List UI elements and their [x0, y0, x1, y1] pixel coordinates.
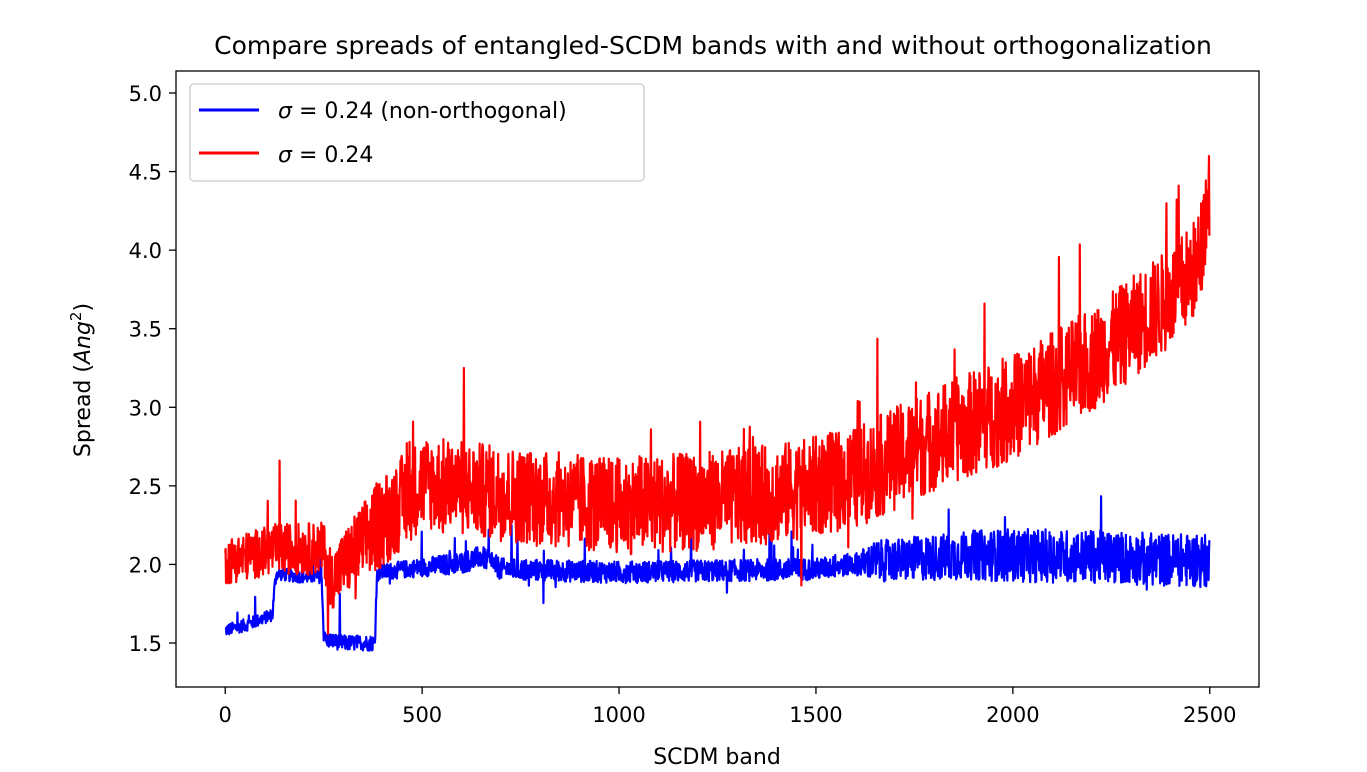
- chart-title: Compare spreads of entangled-SCDM bands …: [214, 31, 1212, 60]
- legend-label-series-0: σ = 0.24 (non-orthogonal): [278, 99, 567, 124]
- y-axis-label-suffix: ): [71, 303, 96, 312]
- y-tick-label: 4.0: [129, 239, 162, 263]
- y-axis-label-sup: 2: [67, 312, 85, 322]
- y-tick-label: 2.0: [129, 553, 162, 577]
- series-line-1: [224, 155, 1211, 636]
- x-tick-label: 500: [402, 703, 442, 727]
- x-axis-label: SCDM band: [653, 745, 781, 770]
- legend: σ = 0.24 (non-orthogonal) σ = 0.24: [189, 83, 645, 182]
- y-tick-label: 3.5: [129, 318, 162, 342]
- y-axis: 1.5 2.0 2.5 3.0 3.5 4.0 4.5 5.0: [129, 82, 176, 656]
- y-tick-label: 3.0: [129, 396, 162, 420]
- x-tick-label: 1000: [592, 703, 645, 727]
- legend-frame: [189, 83, 645, 182]
- legend-label-series-1: σ = 0.24: [278, 143, 373, 168]
- axes-frame: [175, 70, 1260, 688]
- x-axis: 0 500 1000 1500 2000 2500: [219, 687, 1236, 727]
- y-axis-label: Spread (Ang2): [67, 303, 96, 457]
- series-line-0: [224, 495, 1211, 652]
- series-group: [224, 155, 1211, 652]
- y-tick-label: 4.5: [129, 161, 162, 185]
- y-axis-label-prefix: Spread (: [71, 364, 96, 457]
- x-tick-label: 2000: [986, 703, 1039, 727]
- y-tick-label: 5.0: [129, 82, 162, 106]
- x-tick-label: 1500: [789, 703, 842, 727]
- y-axis-label-math: Ang: [71, 321, 96, 366]
- x-tick-label: 2500: [1183, 703, 1236, 727]
- y-tick-label: 1.5: [129, 632, 162, 656]
- y-tick-label: 2.5: [129, 475, 162, 499]
- x-tick-label: 0: [219, 703, 232, 727]
